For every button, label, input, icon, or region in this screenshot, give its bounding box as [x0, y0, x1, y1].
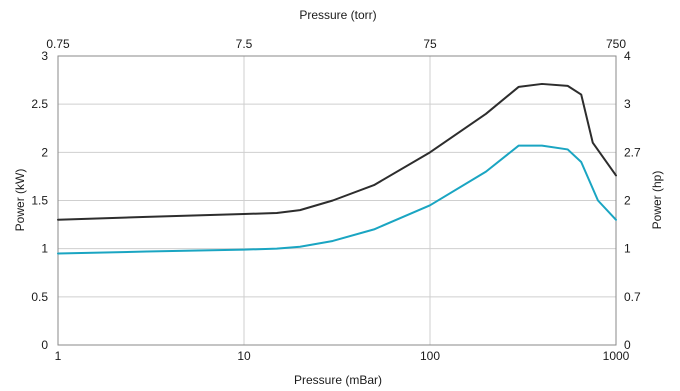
bottom-x-tick-label: 10 — [237, 349, 251, 363]
right-y-tick-label: 0.7 — [624, 290, 641, 304]
right-axis-title: Power (hp) — [650, 171, 664, 230]
bottom-x-tick-label: 1 — [55, 349, 62, 363]
plot-frame — [57, 55, 617, 346]
right-y-tick-label: 1 — [624, 242, 631, 256]
right-y-tick-label: 0 — [624, 338, 631, 352]
right-y-tick-label: 4 — [624, 49, 631, 63]
top-x-tick-label: 750 — [606, 37, 626, 51]
left-axis-title: Power (kW) — [13, 169, 27, 232]
top-x-tick-label: 0.75 — [46, 37, 70, 51]
right-y-tick-label: 2 — [624, 194, 631, 208]
series-line-dark — [57, 82, 617, 221]
left-y-tick-label: 1.5 — [31, 194, 48, 208]
top-x-tick-label: 7.5 — [236, 37, 253, 51]
left-y-tick-label: 1 — [41, 242, 48, 256]
left-y-tick-label: 0.5 — [31, 290, 48, 304]
grid-lines — [58, 56, 616, 345]
left-y-tick-label: 2 — [41, 145, 48, 159]
bottom-x-tick-label: 1000 — [603, 349, 630, 363]
plot-border — [57, 55, 617, 346]
top-axis-title: Pressure (torr) — [299, 8, 376, 22]
right-y-tick-label: 3 — [624, 97, 631, 111]
top-x-tick-label: 75 — [423, 37, 437, 51]
left-y-tick-label: 0 — [41, 338, 48, 352]
bottom-axis-title: Pressure (mBar) — [294, 373, 382, 387]
tick-labels: 0 0.5 1 1.5 2 2.5 3 0 0.7 1 2 2.7 3 4 1 10 100 1000 0.75 7.… — [31, 37, 641, 363]
left-y-tick-label: 3 — [41, 49, 48, 63]
bottom-x-tick-label: 100 — [420, 349, 440, 363]
series-line-blue — [57, 144, 617, 255]
series-layer — [57, 82, 617, 255]
left-y-tick-label: 2.5 — [31, 97, 48, 111]
right-y-tick-label: 2.7 — [624, 145, 641, 159]
